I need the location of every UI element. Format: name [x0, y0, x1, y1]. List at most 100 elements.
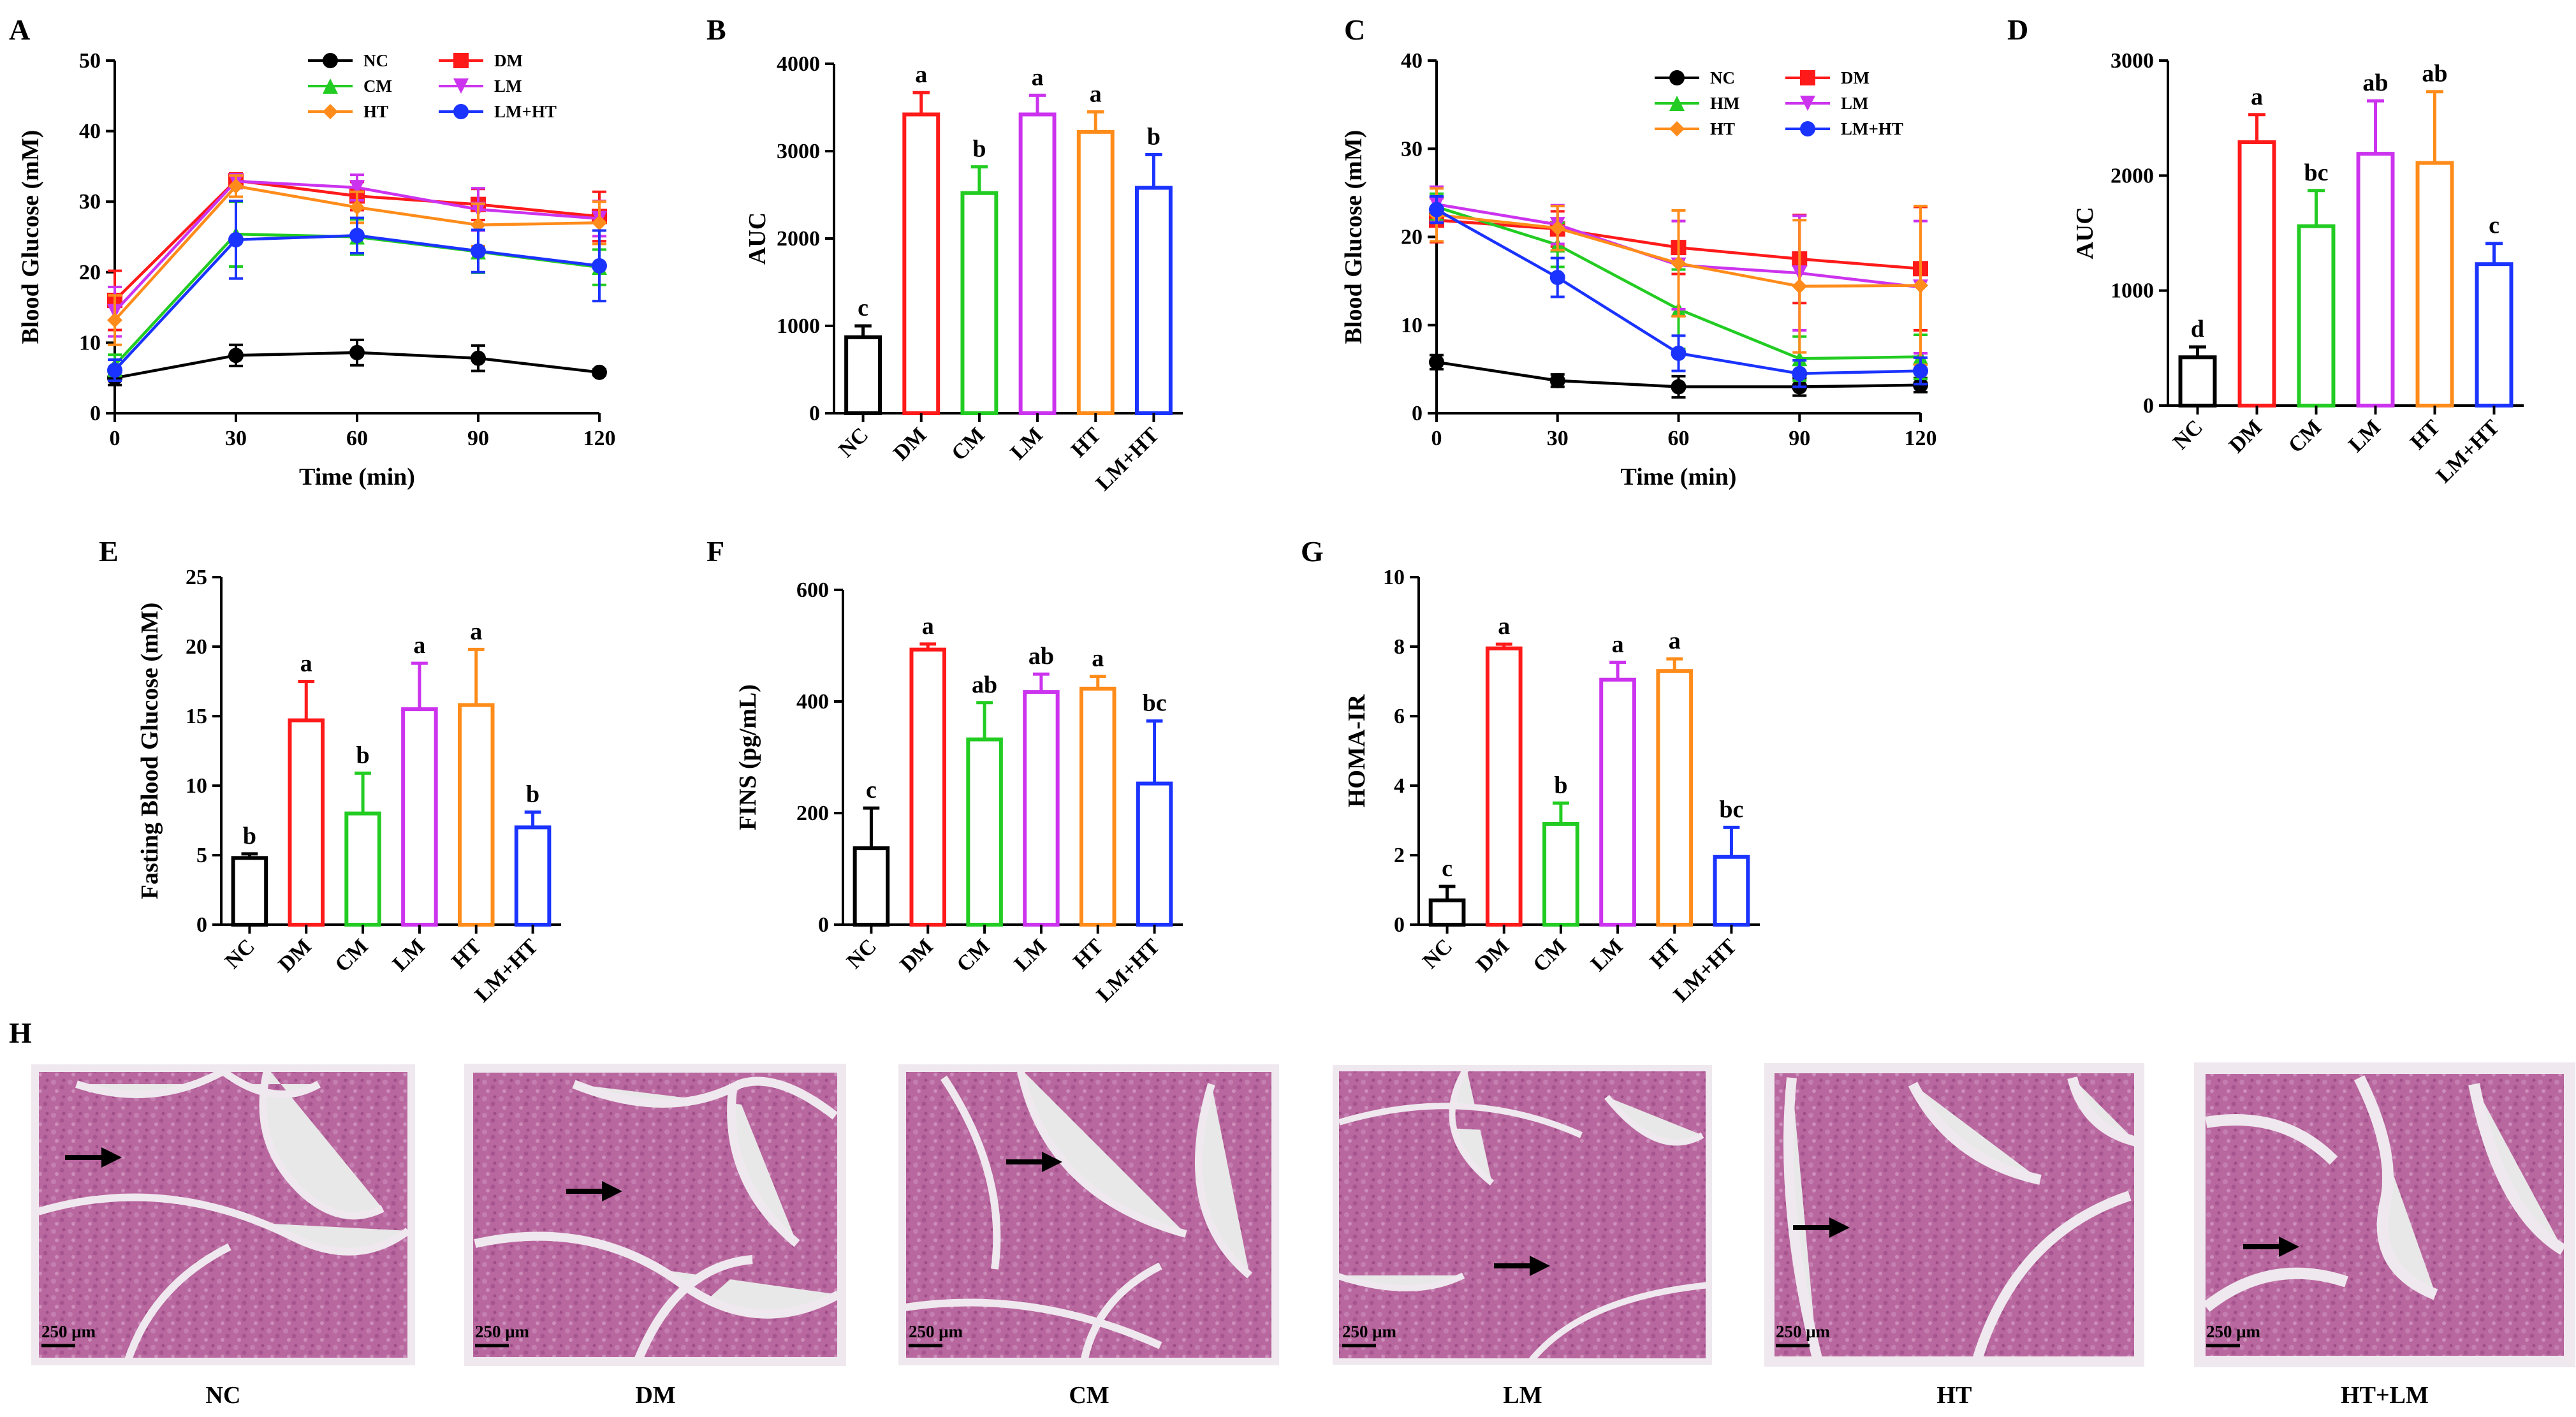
- data-point-lm: [349, 180, 365, 196]
- x-tick-label: HT: [1646, 934, 1685, 973]
- y-axis-title: AUC: [2072, 207, 2098, 259]
- y-tick-label: 2: [1394, 844, 1405, 867]
- significance-label: a: [1090, 80, 1102, 107]
- bar-lm: [1599, 677, 1636, 927]
- y-tick-label: 0: [2143, 394, 2154, 418]
- x-tick-label: NC: [2169, 415, 2207, 454]
- histology-caption: HT: [1937, 1382, 1972, 1409]
- bar-lm-ht: [1713, 855, 1750, 927]
- bar-lm: [1023, 690, 1060, 927]
- y-tick-label: 15: [186, 705, 207, 728]
- significance-label: b: [1147, 123, 1160, 150]
- data-point-nc: [228, 348, 244, 363]
- histology-caption: NC: [206, 1382, 241, 1409]
- data-point-nc: [1549, 372, 1565, 388]
- data-point-lm-ht: [107, 362, 122, 378]
- significance-label: c: [2489, 212, 2499, 239]
- significance-label: a: [300, 650, 312, 677]
- bar-cm: [344, 811, 381, 927]
- data-point-ht: [1671, 255, 1687, 271]
- x-tick-label: LM+HT: [471, 934, 543, 1007]
- panel-letter-h: H: [9, 1017, 32, 1049]
- legend-label: LM+HT: [1841, 119, 1903, 138]
- data-point-ht: [1792, 278, 1808, 294]
- significance-label: a: [1032, 64, 1044, 91]
- y-tick-label: 8: [1394, 635, 1405, 659]
- significance-label: ab: [1028, 643, 1054, 670]
- legend-marker: [1800, 96, 1815, 111]
- x-tick-label: LM: [1586, 934, 1628, 976]
- y-axis-title: Blood Glucose (mM): [1340, 130, 1367, 344]
- data-point-lm-ht: [1913, 363, 1928, 379]
- y-tick-label: 4: [1394, 774, 1405, 798]
- chart-panel-g: 0 2 4 6 8 10 HOMA-IR c NC a DM b CM a LM a HT bc LM+HT: [1343, 566, 1760, 1007]
- x-tick-label: 30: [225, 427, 247, 450]
- y-axis-title: Blood Glucose (mM): [17, 130, 44, 344]
- scale-bar-label: 250 μm: [909, 1322, 963, 1341]
- bar-lm-ht: [1136, 781, 1173, 927]
- x-tick-label: HT: [448, 934, 487, 973]
- x-tick-label: 120: [1905, 427, 1937, 450]
- legend-marker: [1669, 96, 1685, 111]
- bar-ht: [1079, 686, 1116, 927]
- y-tick-label: 10: [1401, 314, 1423, 337]
- y-axis-title: FINS (pg/mL): [735, 684, 761, 830]
- x-tick-label: HT: [1069, 934, 1108, 973]
- x-tick-label: LM: [388, 934, 430, 976]
- significance-label: b: [243, 823, 256, 849]
- x-tick-label: LM+HT: [1092, 423, 1164, 496]
- legend-label: HM: [1710, 94, 1740, 113]
- bar-nc: [853, 846, 890, 927]
- data-point-lm-ht: [228, 231, 244, 247]
- y-tick-label: 6: [1394, 705, 1405, 728]
- y-tick-label: 25: [186, 566, 207, 589]
- y-tick-label: 600: [796, 578, 829, 602]
- y-tick-label: 200: [796, 802, 829, 825]
- bar-cm: [1542, 821, 1579, 927]
- bar-ht: [1076, 129, 1115, 416]
- scale-bar-label: 250 μm: [41, 1322, 96, 1341]
- legend-marker: [323, 78, 338, 94]
- legend-label: NC: [1710, 68, 1735, 87]
- y-tick-label: 0: [809, 402, 820, 425]
- y-tick-label: 20: [79, 261, 101, 284]
- histology-panel: 250 μm NC 250 μm DM 250 μm CM 250 μ: [31, 1062, 2575, 1409]
- tissue-section: [1333, 1065, 1712, 1365]
- legend-marker: [1800, 121, 1815, 136]
- bar-dm: [902, 112, 940, 416]
- bar-dm: [2237, 140, 2276, 408]
- x-tick-label: CM: [331, 934, 373, 976]
- significance-label: ab: [2362, 70, 2388, 96]
- bar-lm: [1018, 112, 1057, 416]
- bar-dm: [1485, 646, 1523, 927]
- significance-label: a: [2251, 84, 2263, 110]
- y-tick-label: 3000: [777, 140, 820, 163]
- bar-lm: [2356, 152, 2395, 407]
- data-point-ht: [592, 215, 607, 231]
- significance-label: a: [922, 613, 934, 640]
- x-tick-label: 90: [1789, 427, 1810, 450]
- significance-label: a: [915, 61, 927, 88]
- data-point-ht: [1549, 220, 1565, 236]
- chart-panel-e: 0 5 10 15 20 25 Fasting Blood Glucose (mM) b NC a…: [136, 566, 561, 1007]
- x-tick-label: DM: [2225, 415, 2267, 457]
- chart-panel-f: 0 200 400 600 FINS (pg/mL) c NC a DM ab CM ab LM a HT b…: [735, 578, 1183, 1007]
- x-tick-label: NC: [842, 934, 881, 973]
- scale-bar-label: 250 μm: [1776, 1322, 1831, 1341]
- legend-label: CM: [363, 77, 392, 96]
- panel-letter-c: C: [1344, 13, 1365, 46]
- legend-marker: [1669, 121, 1685, 136]
- significance-label: b: [526, 781, 539, 807]
- x-tick-label: DM: [896, 934, 938, 976]
- significance-label: bc: [1719, 796, 1743, 823]
- bar-nc: [231, 856, 268, 927]
- legend: NC DM HM LM HT LM+HT: [1655, 68, 1903, 138]
- x-tick-label: 30: [1547, 427, 1569, 450]
- bar-nc: [844, 335, 882, 415]
- x-tick-label: NC: [1418, 934, 1457, 973]
- bar-cm: [966, 737, 1003, 927]
- x-tick-label: 60: [346, 427, 368, 450]
- x-tick-label: HT: [1067, 423, 1106, 462]
- panel-letter-g: G: [1301, 535, 1324, 568]
- x-tick-label: 120: [583, 427, 616, 450]
